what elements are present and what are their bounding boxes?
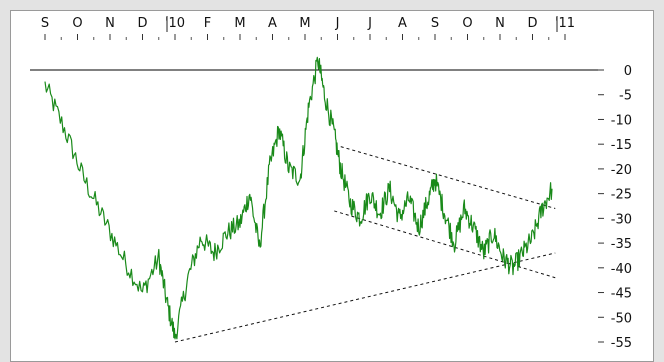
y-tick-label: -30: [611, 212, 632, 227]
y-tick-label: -35: [611, 237, 632, 252]
x-tick-label: N: [105, 16, 115, 31]
x-tick-label: '10: [165, 16, 185, 31]
y-tick-label: -45: [611, 287, 632, 302]
x-tick-label: O: [72, 16, 82, 31]
y-tick-label: -40: [611, 262, 632, 277]
x-tick-label: '11: [555, 16, 575, 31]
x-tick-label: D: [137, 16, 147, 31]
x-tick-label: A: [398, 16, 407, 31]
x-tick-label: S: [41, 16, 49, 31]
x-tick-label: D: [527, 16, 537, 31]
x-tick-label: F: [204, 16, 211, 31]
x-tick-label: O: [462, 16, 472, 31]
y-tick-label: -55: [611, 336, 632, 351]
y-tick-label: -50: [611, 311, 632, 326]
trendline: [174, 252, 556, 343]
series-line: [44, 56, 553, 340]
y-tick-label: 0: [624, 64, 632, 79]
x-tick-label: M: [234, 16, 245, 31]
x-tick-label: A: [268, 16, 277, 31]
y-tick-label: -15: [611, 138, 632, 153]
trendline: [340, 146, 556, 209]
x-tick-label: M: [299, 16, 310, 31]
chart-frame: [10, 10, 654, 362]
y-axis: 0 -5 -10 -15 -20 -25 -30 -35 -40 -45 -50 -55: [598, 64, 632, 351]
y-tick-label: -10: [611, 113, 632, 128]
x-axis: S O N D '10 F M A M J J A S O N D '11: [41, 16, 575, 40]
x-tick-label: N: [495, 16, 505, 31]
x-tick-label: J: [367, 16, 372, 31]
x-tick-label: S: [431, 16, 439, 31]
y-tick-label: -20: [611, 163, 632, 178]
y-tick-label: -5: [619, 89, 632, 104]
x-tick-label: J: [335, 16, 340, 31]
series-group: [44, 56, 553, 340]
y-tick-label: -25: [611, 188, 632, 203]
